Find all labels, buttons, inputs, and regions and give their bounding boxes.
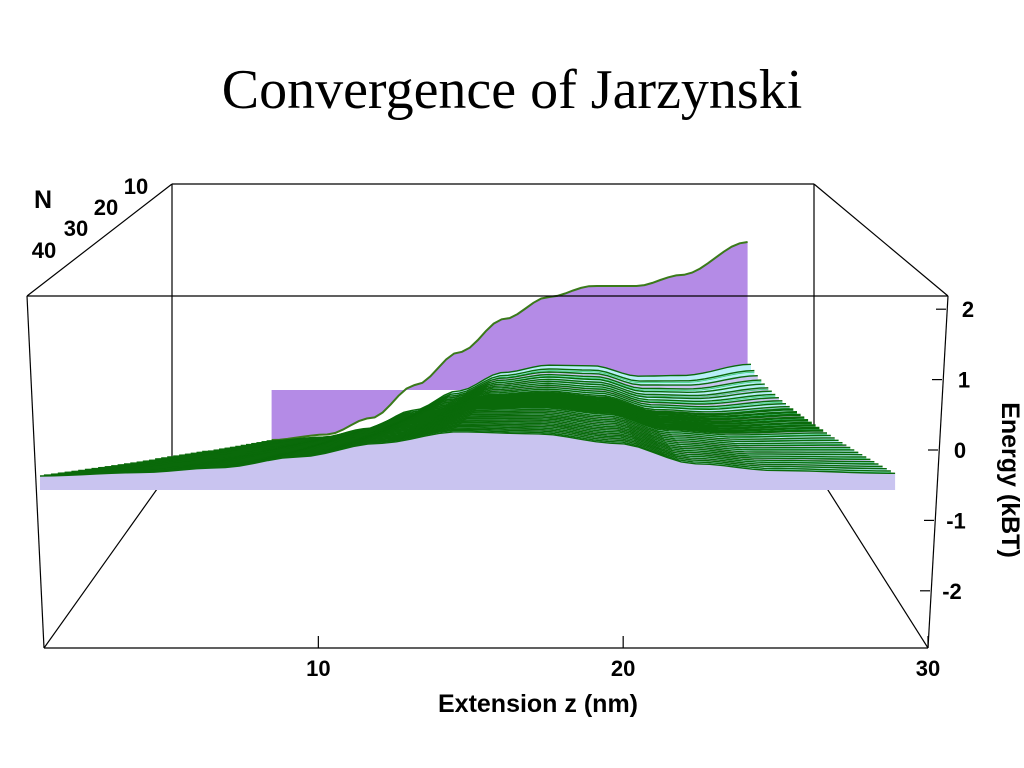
y-tick-label: 2 — [962, 297, 974, 322]
n-axis-title: N — [34, 186, 52, 214]
trace-n1-fill — [271, 242, 748, 440]
x-tick-label: 20 — [611, 656, 635, 681]
box-front-left — [26, 295, 45, 649]
surface-strip — [40, 431, 896, 490]
x-tick-label: 30 — [916, 656, 940, 681]
front-frame — [26, 295, 949, 649]
x-axis-title: Extension z (nm) — [438, 690, 638, 718]
y-axis: 2 1 0 -1 -2 — [920, 297, 974, 604]
y-axis-title: Energy (kBT) — [996, 402, 1024, 558]
n-tick-label: 30 — [64, 216, 88, 241]
slide-title: Convergence of Jarzynski — [221, 59, 803, 121]
energy-surface — [39, 241, 896, 490]
box-edge-bottom-left — [43, 467, 173, 649]
n-tick-label: 20 — [94, 195, 118, 220]
n-tick-label: 10 — [124, 174, 148, 199]
n-tick-label: 40 — [32, 238, 56, 263]
y-tick-label: -1 — [946, 508, 966, 533]
box-edge-top-left — [26, 183, 173, 297]
trace-n1-line — [271, 241, 748, 441]
box-edge-bottom-right — [813, 467, 929, 649]
y-tick-label: 0 — [954, 438, 966, 463]
x-tick-label: 10 — [306, 656, 330, 681]
x-axis: 10 20 30 — [306, 636, 940, 681]
energy-axis-line — [927, 295, 949, 649]
y-tick-label: -2 — [942, 579, 962, 604]
box-edge-top-right — [813, 183, 949, 297]
trace-line — [39, 431, 896, 477]
y-tick-label: 1 — [958, 368, 970, 393]
